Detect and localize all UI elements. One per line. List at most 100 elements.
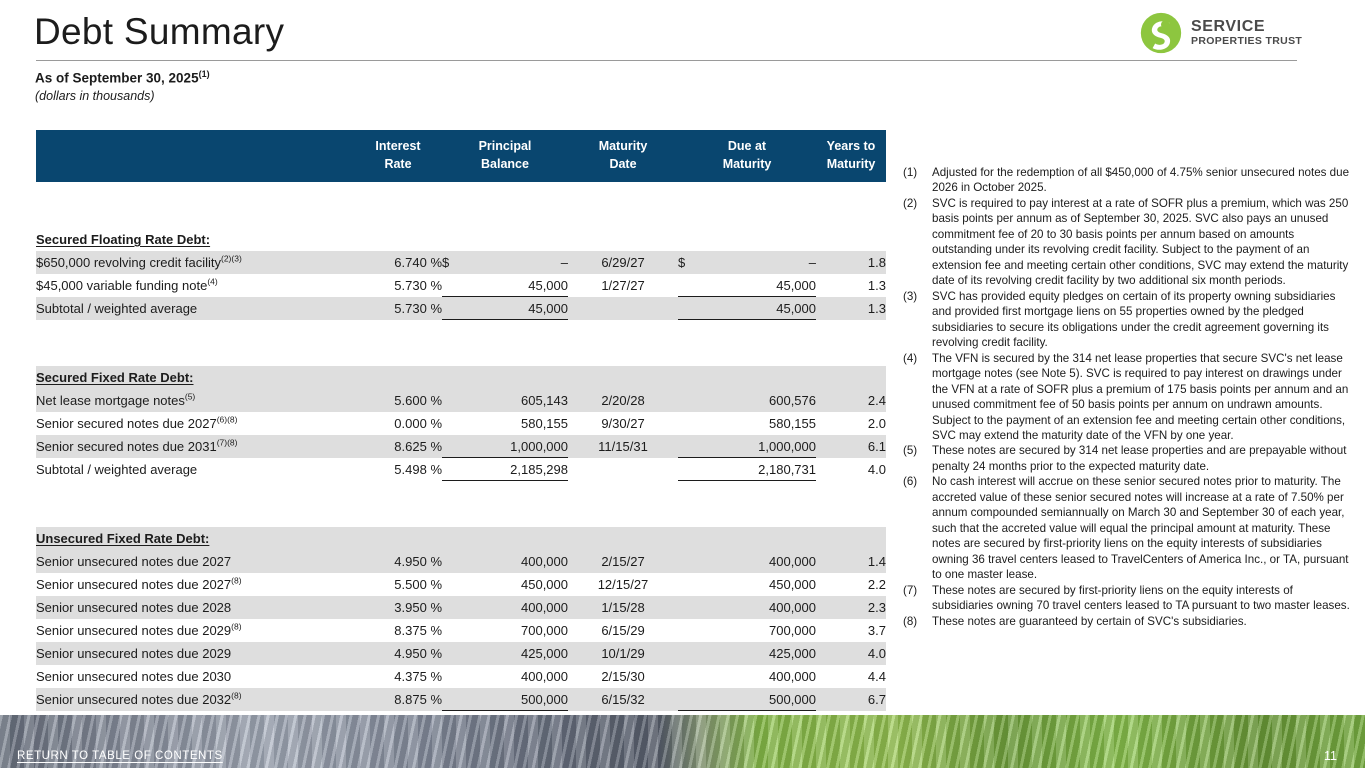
- footnote-item: (8) These notes are guaranteed by certain…: [903, 614, 1350, 629]
- row-due-at-maturity: 400,000: [769, 669, 816, 685]
- row-years-to-maturity: 1.3: [867, 278, 886, 294]
- row-due-at-maturity: 700,000: [769, 623, 816, 639]
- row-maturity-date: 1/15/28: [568, 596, 678, 620]
- row-label: Senior unsecured notes due 2027(8): [36, 575, 242, 593]
- row-years-to-maturity: 4.0: [816, 642, 886, 666]
- row-currency-symbol-2: [678, 389, 696, 413]
- subtotal-due-at-maturity: 2,180,731: [696, 458, 816, 481]
- row-years-to-maturity: 4.4: [867, 669, 886, 685]
- row-principal-balance: 400,000: [460, 596, 568, 620]
- footnote-text: SVC has provided equity pledges on certa…: [932, 289, 1336, 350]
- column-header-maturity-date: Maturity Date: [568, 130, 678, 183]
- row-interest-rate: 8.375 %: [394, 623, 442, 639]
- footnote-item: (3) SVC has provided equity pledges on ce…: [903, 289, 1350, 351]
- row-interest-rate: 4.375 %: [394, 669, 442, 685]
- column-header-spacer: [36, 130, 354, 183]
- row-years-to-maturity: 1.8: [816, 251, 886, 275]
- row-label: $45,000 variable funding note(4): [36, 276, 218, 294]
- row-years-to-maturity: 1.4: [816, 550, 886, 574]
- row-maturity-date: 9/30/27: [601, 416, 645, 432]
- table-spacer-row: [36, 182, 886, 206]
- row-maturity-date: 2/15/30: [601, 669, 645, 685]
- footnote-number: (8): [903, 614, 918, 628]
- row-currency-symbol-2: [678, 412, 696, 435]
- row-label: Senior unsecured notes due 2032(8): [36, 688, 354, 712]
- section-title: Secured Fixed Rate Debt:: [36, 366, 886, 390]
- subtotal-maturity-date: [568, 458, 678, 481]
- subtotal-principal-balance: 2,185,298: [460, 458, 568, 481]
- row-due-at-maturity: 580,155: [769, 416, 816, 432]
- subtotal-years-to-maturity: 1.3: [816, 297, 886, 321]
- footnote-text: No cash interest will accrue on these se…: [932, 475, 1349, 582]
- row-years-to-maturity: 2.4: [816, 389, 886, 413]
- footnote-number: (4): [903, 351, 918, 365]
- row-label: Senior unsecured notes due 2027: [36, 550, 354, 574]
- footnote-item: (1) Adjusted for the redemption of all $4…: [903, 165, 1350, 196]
- title-divider: [36, 60, 1297, 61]
- footnote-text: Adjusted for the redemption of all $450,…: [932, 166, 1350, 195]
- debt-summary-table: Interest Rate Principal Balance Maturity…: [36, 130, 886, 757]
- footnote-item: (2) SVC is required to pay interest at a …: [903, 196, 1350, 289]
- page-number: 11: [1324, 749, 1337, 763]
- units-note: (dollars in thousands): [35, 88, 155, 103]
- footnote-item: (6) No cash interest will accrue on these…: [903, 474, 1350, 582]
- table-spacer-row: [36, 481, 886, 505]
- section-title: Secured Floating Rate Debt:: [36, 232, 211, 248]
- row-years-to-maturity: 6.7: [816, 688, 886, 712]
- footer-background-image: [0, 715, 1365, 768]
- subtotal-currency-symbol-2: [678, 458, 696, 481]
- spacer-cell: [36, 320, 886, 344]
- row-maturity-date: 6/29/27: [568, 251, 678, 275]
- row-currency-symbol: [442, 665, 460, 688]
- row-maturity-date: 10/1/29: [568, 642, 678, 666]
- column-header-interest-rate: Interest Rate: [354, 130, 442, 183]
- row-label: $650,000 revolving credit facility(2)(3): [36, 251, 354, 275]
- table-row: Net lease mortgage notes(5) 5.600 % 605,14…: [36, 389, 886, 413]
- row-currency-symbol-2: [678, 435, 696, 459]
- spacer-cell: [36, 205, 886, 229]
- row-maturity-date: 6/15/32: [568, 688, 678, 712]
- table-row: Senior secured notes due 2031(7)(8) 8.625…: [36, 435, 886, 459]
- spacer-cell: [36, 504, 886, 528]
- column-header-years-to-maturity: Years to Maturity: [816, 130, 886, 183]
- row-currency-symbol-2: [678, 642, 696, 666]
- row-interest-rate: 5.730 %: [394, 278, 442, 294]
- as-of-date-text: As of September 30, 2025: [35, 70, 199, 86]
- row-label: Senior unsecured notes due 2030: [36, 669, 232, 685]
- footnote-number: (3): [903, 289, 918, 303]
- table-row: $650,000 revolving credit facility(2)(3)…: [36, 251, 886, 275]
- table-spacer-row: [36, 343, 886, 367]
- row-years-to-maturity: 3.7: [867, 623, 886, 639]
- row-label: Net lease mortgage notes(5): [36, 389, 354, 413]
- row-years-to-maturity: 2.3: [816, 596, 886, 620]
- logo-name-secondary: PROPERTIES TRUST: [1191, 35, 1303, 48]
- row-maturity-date: 12/15/27: [597, 577, 649, 593]
- table-section-header-row: Unsecured Fixed Rate Debt:: [36, 527, 886, 551]
- return-to-table-of-contents-link[interactable]: RETURN TO TABLE OF CONTENTS: [17, 750, 223, 762]
- row-currency-symbol-2: [678, 596, 696, 620]
- footnote-number: (7): [903, 583, 918, 597]
- row-interest-rate: 5.500 %: [394, 577, 442, 593]
- footnote-number: (2): [903, 196, 918, 210]
- as-of-date: As of September 30, 2025(1): [35, 69, 210, 86]
- table-header-row: Interest Rate Principal Balance Maturity…: [36, 130, 886, 183]
- column-header-due-at-maturity: Due at Maturity: [678, 130, 816, 183]
- row-currency-symbol: [442, 688, 460, 712]
- table-row: Senior unsecured notes due 2027 4.950 % 40…: [36, 550, 886, 574]
- row-principal-balance: 425,000: [460, 642, 568, 666]
- subtotal-interest-rate: 5.498 %: [394, 462, 442, 478]
- table-spacer-row: [36, 205, 886, 229]
- row-maturity-date: 11/15/31: [568, 435, 678, 459]
- table-spacer-row: [36, 320, 886, 344]
- row-principal-balance: 580,155: [521, 416, 568, 432]
- table-row: Senior unsecured notes due 2028 3.950 % 40…: [36, 596, 886, 620]
- subtotal-due-at-maturity: 45,000: [696, 297, 816, 321]
- row-currency-symbol: [442, 412, 460, 435]
- row-interest-rate: 4.950 %: [354, 550, 442, 574]
- row-interest-rate: 0.000 %: [394, 416, 442, 432]
- row-currency-symbol: $: [442, 251, 460, 275]
- row-currency-symbol: [442, 389, 460, 413]
- row-principal-balance: 400,000: [521, 669, 568, 685]
- footnote-number: (6): [903, 475, 918, 489]
- subtotal-currency-symbol-2: [678, 297, 696, 321]
